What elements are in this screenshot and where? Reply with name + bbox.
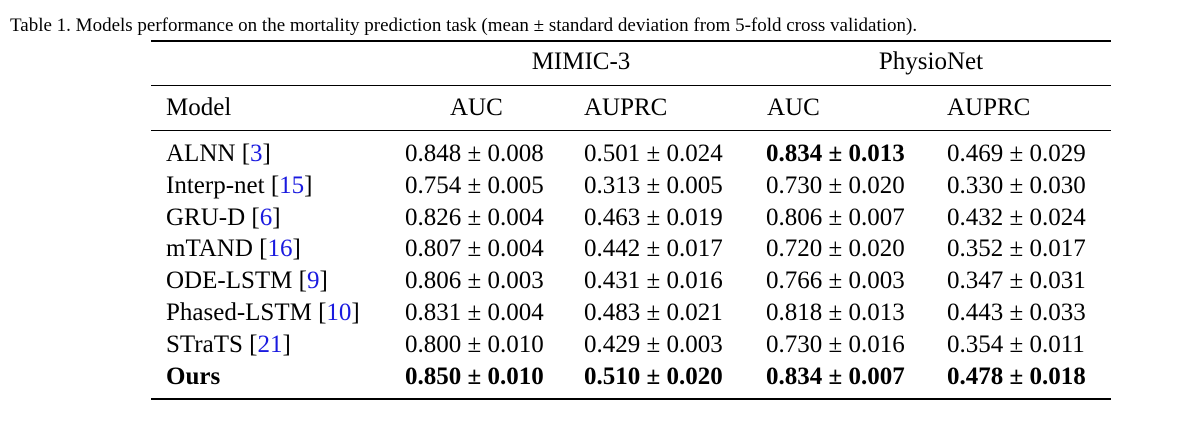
metric-cell: 0.352 ± 0.017 bbox=[947, 235, 1086, 263]
results-table: MIMIC-3 PhysioNet Model AUC AUPRC AUC AU… bbox=[151, 40, 1111, 400]
metric-cell: 0.431 ± 0.016 bbox=[584, 267, 723, 295]
metric-cell: 0.347 ± 0.031 bbox=[947, 267, 1086, 295]
metric-cell: 0.850 ± 0.010 bbox=[405, 362, 544, 390]
metric-cell: 0.834 ± 0.007 bbox=[766, 362, 905, 390]
group-header-physionet: PhysioNet bbox=[878, 48, 984, 75]
model-name: Phased-LSTM bbox=[166, 299, 312, 326]
citation-link[interactable]: 3 bbox=[250, 140, 263, 167]
row-model-name: GRU-D [6] bbox=[166, 203, 281, 231]
metric-cell: 0.754 ± 0.005 bbox=[405, 171, 544, 199]
group-header-mimic3: MIMIC-3 bbox=[531, 48, 631, 75]
metric-cell: 0.831 ± 0.004 bbox=[405, 299, 544, 326]
citation-link[interactable]: 15 bbox=[279, 171, 305, 199]
citation-link[interactable]: 10 bbox=[326, 299, 352, 326]
metric-cell: 0.442 ± 0.017 bbox=[584, 235, 723, 263]
model-name: ALNN bbox=[166, 140, 236, 167]
metric-cell: 0.330 ± 0.030 bbox=[947, 171, 1086, 199]
row-model-name: STraTS [21] bbox=[166, 330, 291, 358]
metric-cell: 0.354 ± 0.011 bbox=[947, 330, 1085, 358]
metric-cell: 0.469 ± 0.029 bbox=[947, 140, 1086, 167]
metric-cell: 0.478 ± 0.018 bbox=[947, 362, 1086, 390]
metric-cell: 0.501 ± 0.024 bbox=[584, 140, 723, 167]
header-bottom-rule bbox=[151, 130, 1111, 131]
row-model-name: mTAND [16] bbox=[166, 235, 301, 263]
metric-cell: 0.730 ± 0.020 bbox=[766, 171, 905, 199]
metric-cell: 0.800 ± 0.010 bbox=[405, 330, 544, 358]
row-model-name: Phased-LSTM [10] bbox=[166, 299, 360, 326]
metric-cell: 0.806 ± 0.007 bbox=[766, 203, 905, 231]
metric-cell: 0.818 ± 0.013 bbox=[766, 299, 905, 326]
column-header-model: Model bbox=[166, 94, 232, 121]
metric-cell: 0.834 ± 0.013 bbox=[766, 140, 905, 167]
model-name: Ours bbox=[166, 362, 221, 390]
citation-link[interactable]: 6 bbox=[259, 203, 273, 231]
column-header-physionet-auprc: AUPRC bbox=[947, 94, 1031, 121]
metric-cell: 0.313 ± 0.005 bbox=[584, 171, 723, 199]
metric-cell: 0.463 ± 0.019 bbox=[584, 203, 723, 231]
citation-link[interactable]: 16 bbox=[267, 235, 293, 263]
metric-cell: 0.510 ± 0.020 bbox=[584, 362, 723, 390]
column-header-physionet-auc: AUC bbox=[767, 94, 820, 121]
model-name: mTAND bbox=[166, 235, 253, 263]
model-name: ODE-LSTM bbox=[166, 267, 293, 295]
column-header-mimic3-auc: AUC bbox=[450, 94, 503, 121]
citation-link[interactable]: 21 bbox=[257, 330, 283, 358]
column-header-mimic3-auprc: AUPRC bbox=[584, 94, 668, 121]
row-model-name: ALNN [3] bbox=[166, 140, 271, 167]
metric-cell: 0.483 ± 0.021 bbox=[584, 299, 723, 326]
metric-cell: 0.443 ± 0.033 bbox=[947, 299, 1086, 326]
bottom-rule bbox=[151, 398, 1111, 400]
metric-cell: 0.720 ± 0.020 bbox=[766, 235, 905, 263]
header-mid-rule bbox=[151, 85, 1111, 86]
metric-cell: 0.429 ± 0.003 bbox=[584, 330, 723, 358]
table-caption: Table 1. Models performance on the morta… bbox=[10, 15, 918, 36]
model-name: Interp-net bbox=[166, 171, 265, 199]
metric-cell: 0.806 ± 0.003 bbox=[405, 267, 544, 295]
top-rule bbox=[151, 40, 1111, 42]
row-model-name: ODE-LSTM [9] bbox=[166, 267, 328, 295]
row-model-name: Ours bbox=[166, 361, 220, 393]
metric-cell: 0.826 ± 0.004 bbox=[405, 203, 544, 231]
metric-cell: 0.807 ± 0.004 bbox=[405, 235, 544, 263]
metric-cell: 0.848 ± 0.008 bbox=[405, 140, 544, 167]
model-name: GRU-D bbox=[166, 203, 246, 231]
metric-cell: 0.432 ± 0.024 bbox=[947, 203, 1086, 231]
metric-cell: 0.730 ± 0.016 bbox=[766, 330, 905, 358]
citation-link[interactable]: 9 bbox=[306, 267, 320, 295]
row-model-name: Interp-net [15] bbox=[166, 171, 313, 199]
metric-cell: 0.766 ± 0.003 bbox=[766, 267, 905, 295]
model-name: STraTS bbox=[166, 330, 243, 358]
